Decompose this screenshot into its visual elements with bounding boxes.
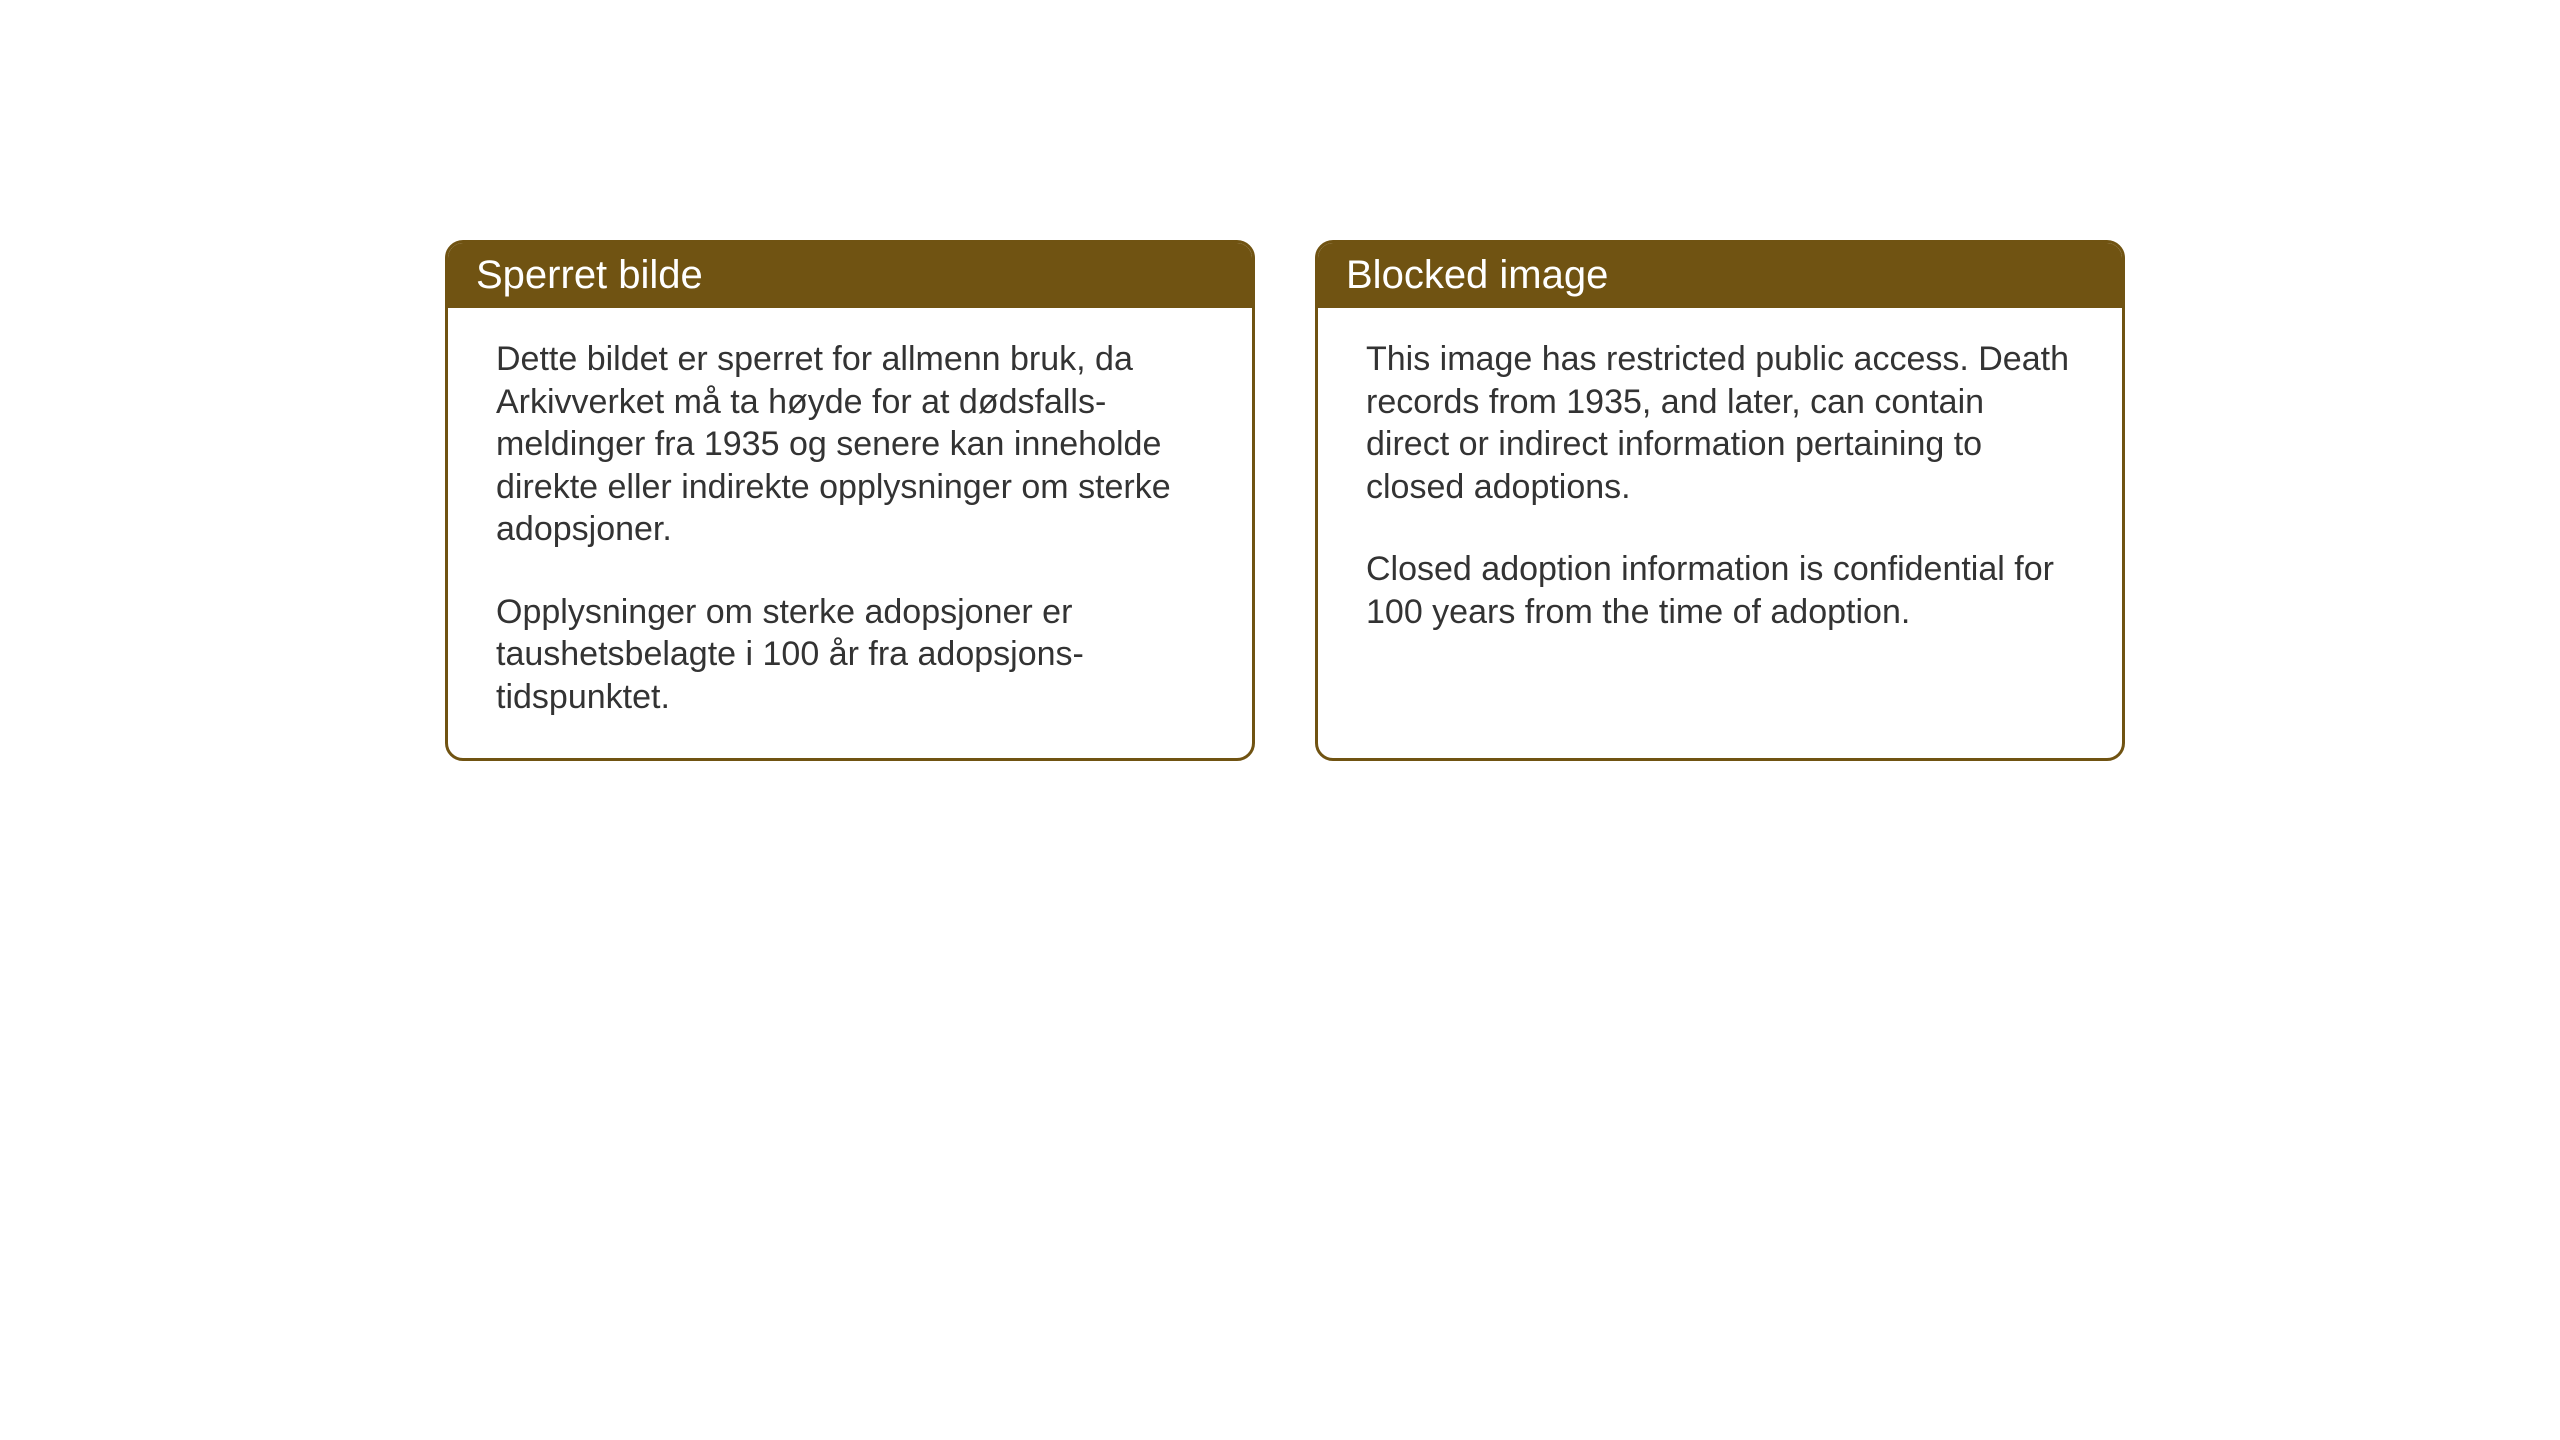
english-card-body: This image has restricted public access.… <box>1318 308 2122 748</box>
english-card: Blocked image This image has restricted … <box>1315 240 2125 761</box>
cards-container: Sperret bilde Dette bildet er sperret fo… <box>445 240 2125 761</box>
english-paragraph-1: This image has restricted public access.… <box>1366 338 2074 508</box>
norwegian-card-title: Sperret bilde <box>476 253 703 297</box>
norwegian-paragraph-1: Dette bildet er sperret for allmenn bruk… <box>496 338 1204 551</box>
norwegian-card: Sperret bilde Dette bildet er sperret fo… <box>445 240 1255 761</box>
english-card-header: Blocked image <box>1318 243 2122 308</box>
english-card-title: Blocked image <box>1346 253 1608 297</box>
norwegian-card-header: Sperret bilde <box>448 243 1252 308</box>
norwegian-card-body: Dette bildet er sperret for allmenn bruk… <box>448 308 1252 758</box>
norwegian-paragraph-2: Opplysninger om sterke adopsjoner er tau… <box>496 591 1204 719</box>
english-paragraph-2: Closed adoption information is confident… <box>1366 548 2074 633</box>
